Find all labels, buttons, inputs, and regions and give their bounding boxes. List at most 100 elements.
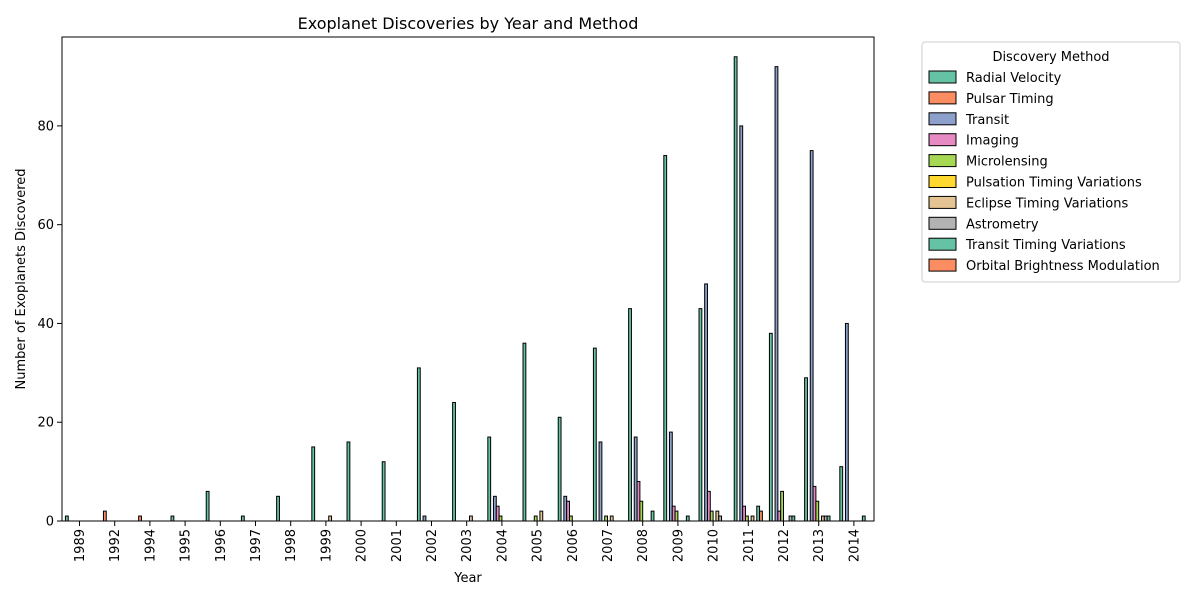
legend-label: Microlensing	[966, 155, 1048, 170]
bar	[346, 441, 351, 522]
bar	[609, 515, 614, 522]
bar	[170, 515, 175, 522]
bar	[522, 342, 527, 522]
bar	[733, 56, 738, 522]
bar	[102, 510, 107, 522]
bar	[592, 347, 597, 522]
legend: Discovery Method Radial Velocity Pulsar T…	[921, 41, 1181, 283]
legend-label: Transit Timing Variations	[965, 238, 1126, 253]
x-tick-label: 2012	[777, 529, 792, 562]
x-tick-label: 1989	[73, 529, 88, 562]
bar	[759, 510, 763, 522]
y-tick-label: 20	[37, 416, 54, 431]
bar	[452, 401, 456, 522]
bar	[240, 515, 245, 522]
bar	[328, 515, 333, 522]
bar	[663, 155, 668, 522]
bar	[704, 283, 708, 522]
bar	[498, 515, 503, 522]
bar	[568, 515, 573, 522]
x-tick-label: 1995	[179, 529, 194, 562]
y-tick-label: 60	[37, 218, 54, 233]
bar	[628, 308, 632, 522]
legend-swatch	[928, 216, 957, 230]
x-tick-label: 2001	[390, 529, 405, 562]
bar	[844, 322, 849, 522]
bar	[815, 500, 820, 522]
bar	[861, 515, 866, 522]
bar	[750, 515, 755, 522]
bar	[774, 66, 779, 522]
bar	[744, 515, 749, 522]
bar	[674, 510, 679, 522]
bar	[557, 416, 562, 522]
bar	[826, 515, 831, 522]
x-axis-label: Year	[453, 571, 482, 586]
x-tick-label: 2002	[425, 529, 440, 562]
legend-swatch	[928, 133, 957, 147]
bar	[685, 515, 690, 522]
bar	[791, 515, 796, 522]
x-tick-label: 2014	[847, 529, 862, 562]
bar	[598, 441, 603, 522]
bar	[804, 377, 808, 522]
x-tick-label: 2013	[812, 529, 827, 562]
legend-label: Eclipse Timing Variations	[966, 196, 1128, 211]
legend-swatch	[928, 70, 957, 84]
bar	[650, 510, 655, 522]
x-tick-label: 2010	[707, 529, 722, 562]
bar	[64, 515, 69, 522]
bar	[639, 500, 644, 522]
x-tick-label: 2007	[601, 529, 616, 562]
plot-frame	[61, 36, 875, 522]
bar	[422, 515, 427, 522]
x-tick-label: 1992	[108, 529, 123, 562]
x-tick-label: 1994	[143, 529, 158, 562]
legend-swatch	[928, 112, 957, 126]
legend-label: Pulsation Timing Variations	[966, 176, 1142, 191]
bar	[205, 490, 210, 522]
x-tick-label: 2003	[460, 529, 475, 562]
legend-label: Orbital Brightness Modulation	[966, 259, 1160, 274]
x-tick-label: 2008	[636, 529, 651, 562]
bar	[739, 125, 744, 522]
x-tick-label: 1999	[319, 529, 334, 562]
legend-label: Pulsar Timing	[966, 92, 1054, 107]
bars-layer	[64, 56, 866, 522]
y-axis-label: Number of Exoplanets Discovered	[14, 168, 29, 389]
bar	[416, 367, 421, 522]
x-tick-label: 1997	[249, 529, 264, 562]
bar	[768, 332, 773, 522]
bar	[487, 436, 492, 522]
legend-swatch	[928, 237, 957, 251]
bar	[539, 510, 544, 522]
legend-title: Discovery Method	[992, 50, 1109, 65]
bar	[276, 495, 280, 522]
bar	[839, 466, 844, 522]
legend-label: Radial Velocity	[966, 71, 1062, 86]
legend-swatch	[928, 175, 957, 188]
bar	[809, 150, 814, 522]
bar	[533, 515, 538, 522]
legend-label: Transit	[965, 113, 1009, 128]
chart-title: Exoplanet Discoveries by Year and Method	[298, 14, 639, 33]
legend-items: Radial Velocity Pulsar Timing Transit Imagi…	[928, 70, 1160, 274]
bar	[138, 515, 142, 522]
x-axis: 1989 1992 1994 1995 1996 1997 1998 1999 2000 2001…	[73, 521, 862, 562]
legend-label: Astrometry	[966, 217, 1039, 232]
y-axis: 0 20 40 60 80	[37, 119, 62, 530]
legend-swatch	[928, 91, 957, 105]
bar	[381, 461, 386, 522]
bar	[311, 446, 316, 522]
bar	[604, 515, 608, 522]
legend-swatch	[928, 258, 957, 272]
y-tick-label: 80	[37, 119, 54, 134]
bar	[709, 510, 714, 522]
legend-swatch	[928, 195, 957, 209]
y-tick-label: 0	[46, 515, 54, 530]
legend-frame	[921, 41, 1181, 283]
x-tick-label: 2000	[355, 529, 370, 562]
bar	[469, 515, 473, 522]
x-tick-label: 2006	[566, 529, 581, 562]
